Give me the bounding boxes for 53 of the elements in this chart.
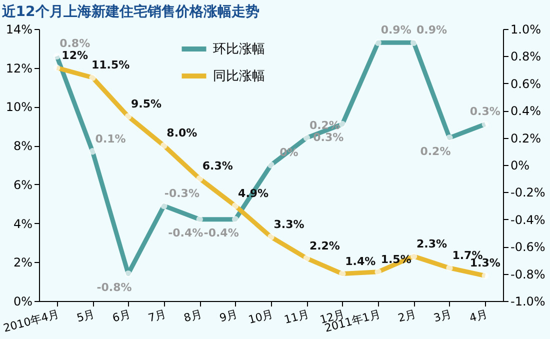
data-label: 2.3% [416,237,448,250]
y-tick-label: 6% [13,178,32,192]
data-label: 8.0% [166,126,198,140]
y-tick-label: 4% [13,216,32,231]
x-tick-label: 5月 [75,308,96,325]
data-label: 12% [62,48,88,62]
y2-tick-label: 1.0% [510,22,541,36]
data-label: 6.3% [202,160,233,173]
data-label: 0.9% [416,24,448,37]
x-tick-label: 2月 [396,308,418,325]
chart-title: 近12个月上海新建住宅销售价格涨幅走势 [0,3,260,20]
y2-tick-label: -0.8% [510,267,546,282]
x-tick-label: 9月 [218,308,239,325]
x-tick-label: 10月 [247,308,275,327]
y2-tick-label: 0% [510,158,530,172]
y-tick-label: 12% [6,61,32,76]
x-tick-label: 11月 [282,308,310,327]
y2-tick-label: -0.6% [510,240,546,254]
y2-tick-label: 0.8% [510,50,541,64]
data-label: 1.4% [345,254,376,268]
data-label: 0.2% [420,144,451,158]
y-tick-label: 0% [13,294,32,308]
data-label: 0.3% [470,105,500,118]
x-tick-label: 7月 [146,308,168,325]
x-tick-label: 3月 [432,308,454,325]
data-label: 2.2% [309,239,340,252]
x-tick-label: 6月 [111,308,132,325]
data-label: -0.3% [164,186,200,200]
y-tick-label: 8% [13,139,32,154]
data-label: 0.3% [313,131,344,144]
y2-tick-label: 0.4% [510,104,541,118]
y2-tick-label: 0.2% [510,131,541,146]
y2-tick-label: -0.4% [510,212,546,227]
data-label: -0.8% [96,280,132,294]
y2-tick-label: -1.0% [510,294,546,308]
legend-label: 同比涨幅 [213,69,265,84]
y-tick-label: 10% [6,100,32,114]
data-label: -0.4% [204,226,239,240]
x-tick-label: 4月 [468,308,489,325]
data-label: 3.3% [274,218,304,231]
x-tick-label: 8月 [182,308,204,325]
y-tick-label: 2% [13,256,32,270]
data-label: 0.1% [95,132,126,146]
legend-label: 环比涨幅 [213,42,265,57]
data-label: 9.5% [130,97,162,110]
data-label: -0.4% [168,226,204,240]
data-label: 11.5% [91,58,130,72]
data-label: 0.8% [60,37,90,50]
y-tick-label: 14% [6,22,32,36]
x-tick-label: 2010年4月 [2,308,60,335]
y2-tick-label: -0.2% [510,186,546,200]
y2-tick-label: 0.6% [510,76,541,91]
data-label: 0.9% [380,24,412,37]
